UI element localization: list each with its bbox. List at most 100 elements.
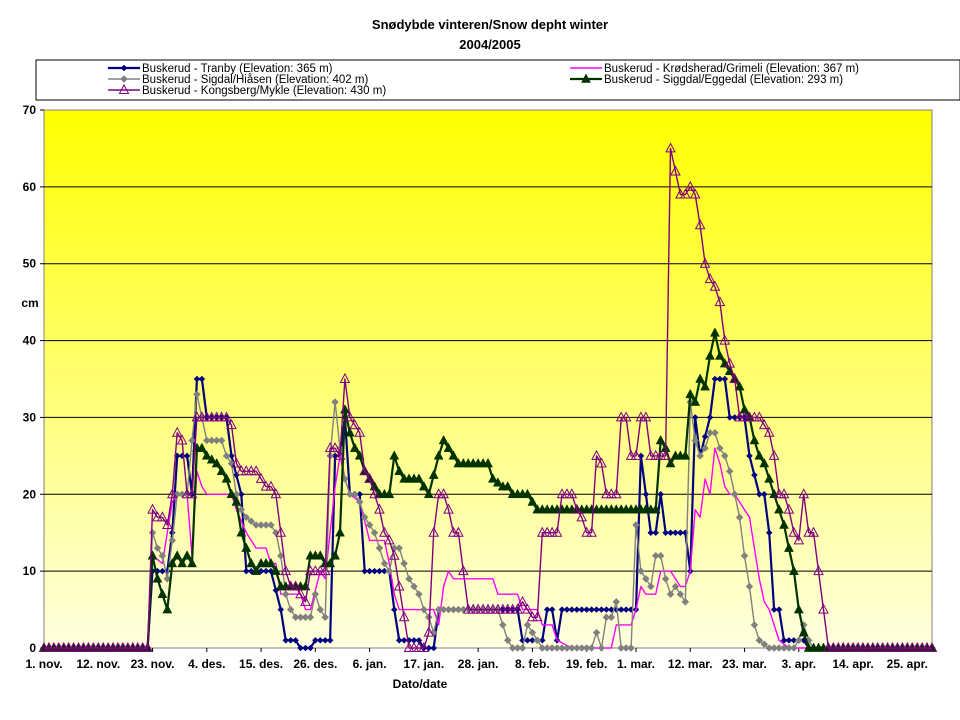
- data-point: [711, 375, 719, 383]
- data-point: [665, 142, 676, 153]
- data-point: [808, 526, 819, 537]
- data-point: [453, 526, 464, 537]
- data-point: [216, 465, 227, 475]
- data-point: [242, 513, 251, 522]
- data-point: [666, 590, 675, 599]
- data-point: [344, 427, 355, 437]
- data-point: [529, 636, 536, 644]
- data-point: [528, 628, 537, 637]
- data-point: [364, 472, 375, 483]
- legend-item: Buskerud - Siggdal/Eggedal (Elevation: 2…: [570, 73, 843, 86]
- data-point: [307, 644, 314, 652]
- legend-label: Buskerud - Krødsherad/Grimeli (Elevation…: [604, 63, 859, 75]
- x-tick-label: 26. des.: [293, 657, 337, 671]
- x-tick-label: 19. feb.: [566, 657, 607, 671]
- data-point: [366, 567, 373, 575]
- data-point: [642, 574, 650, 583]
- data-point: [533, 636, 542, 645]
- data-point: [381, 567, 388, 575]
- data-point: [768, 449, 780, 460]
- data-point: [226, 419, 237, 430]
- data-point: [637, 567, 645, 575]
- data-point: [750, 621, 759, 629]
- data-point: [680, 450, 691, 460]
- y-tick-label: 60: [23, 180, 37, 194]
- data-point: [588, 606, 595, 613]
- x-axis: 1. nov. 12. nov. 23. nov. 4. des. 15. des. 26…: [25, 648, 928, 671]
- data-point: [714, 350, 725, 360]
- data-point: [217, 436, 226, 445]
- data-point: [168, 536, 177, 545]
- data-point: [280, 565, 292, 576]
- data-point: [423, 626, 435, 637]
- data-point: [709, 280, 721, 291]
- data-point: [287, 636, 295, 644]
- data-point: [576, 511, 588, 522]
- data-point: [558, 606, 566, 613]
- data-point: [167, 557, 178, 568]
- data-point: [568, 606, 576, 613]
- data-point: [211, 458, 222, 468]
- data-point: [581, 73, 591, 83]
- x-tick-label: 3. apr.: [781, 657, 816, 671]
- data-point: [349, 442, 360, 452]
- data-point: [384, 488, 395, 499]
- data-point: [770, 606, 778, 613]
- data-point: [793, 604, 804, 614]
- data-point: [573, 606, 581, 613]
- data-point: [522, 488, 533, 499]
- data-point: [598, 606, 605, 613]
- data-point: [265, 480, 277, 491]
- data-point: [794, 636, 803, 645]
- data-point: [251, 565, 262, 575]
- data-point: [751, 471, 758, 479]
- data-point: [527, 496, 538, 506]
- data-point: [655, 434, 666, 445]
- y-tick-label: 10: [23, 564, 37, 578]
- data-point: [380, 559, 389, 568]
- data-point: [177, 557, 188, 568]
- data-point: [593, 606, 600, 613]
- data-point: [344, 411, 356, 422]
- data-point: [415, 590, 423, 599]
- data-point: [784, 542, 794, 552]
- data-point: [201, 450, 212, 460]
- data-point: [551, 526, 563, 537]
- data-point: [430, 644, 438, 652]
- data-point: [681, 598, 690, 606]
- data-point: [388, 549, 400, 560]
- data-point: [237, 490, 245, 498]
- data-point: [423, 488, 434, 499]
- data-point: [612, 598, 621, 606]
- data-point: [262, 567, 270, 575]
- data-point: [583, 606, 591, 613]
- data-point: [433, 450, 444, 460]
- data-point: [369, 488, 380, 499]
- data-point: [610, 488, 622, 499]
- data-point: [420, 605, 428, 614]
- x-tick-label: 25. apr.: [887, 657, 928, 671]
- data-point: [267, 521, 275, 529]
- data-point: [617, 606, 625, 613]
- chart-title: Snødybde vinteren/Snow depht winter: [372, 17, 608, 32]
- data-point: [335, 527, 345, 537]
- data-point: [714, 296, 726, 307]
- data-point: [162, 604, 173, 614]
- data-point: [400, 559, 408, 568]
- data-point: [661, 574, 670, 583]
- data-point: [316, 636, 324, 644]
- data-point: [405, 574, 413, 583]
- data-point: [198, 375, 206, 383]
- data-point: [652, 529, 660, 537]
- series-group: [38, 142, 938, 652]
- legend-item: Buskerud - Kongsberg/Mykle (Elevation: 4…: [108, 83, 386, 97]
- data-point: [330, 550, 340, 560]
- data-point: [764, 473, 775, 483]
- data-point: [729, 372, 740, 383]
- data-point: [329, 442, 341, 453]
- x-tick-label: 4. des.: [188, 657, 225, 671]
- data-point: [183, 452, 191, 460]
- data-point: [290, 580, 301, 591]
- data-point: [696, 452, 704, 460]
- data-point: [187, 557, 197, 568]
